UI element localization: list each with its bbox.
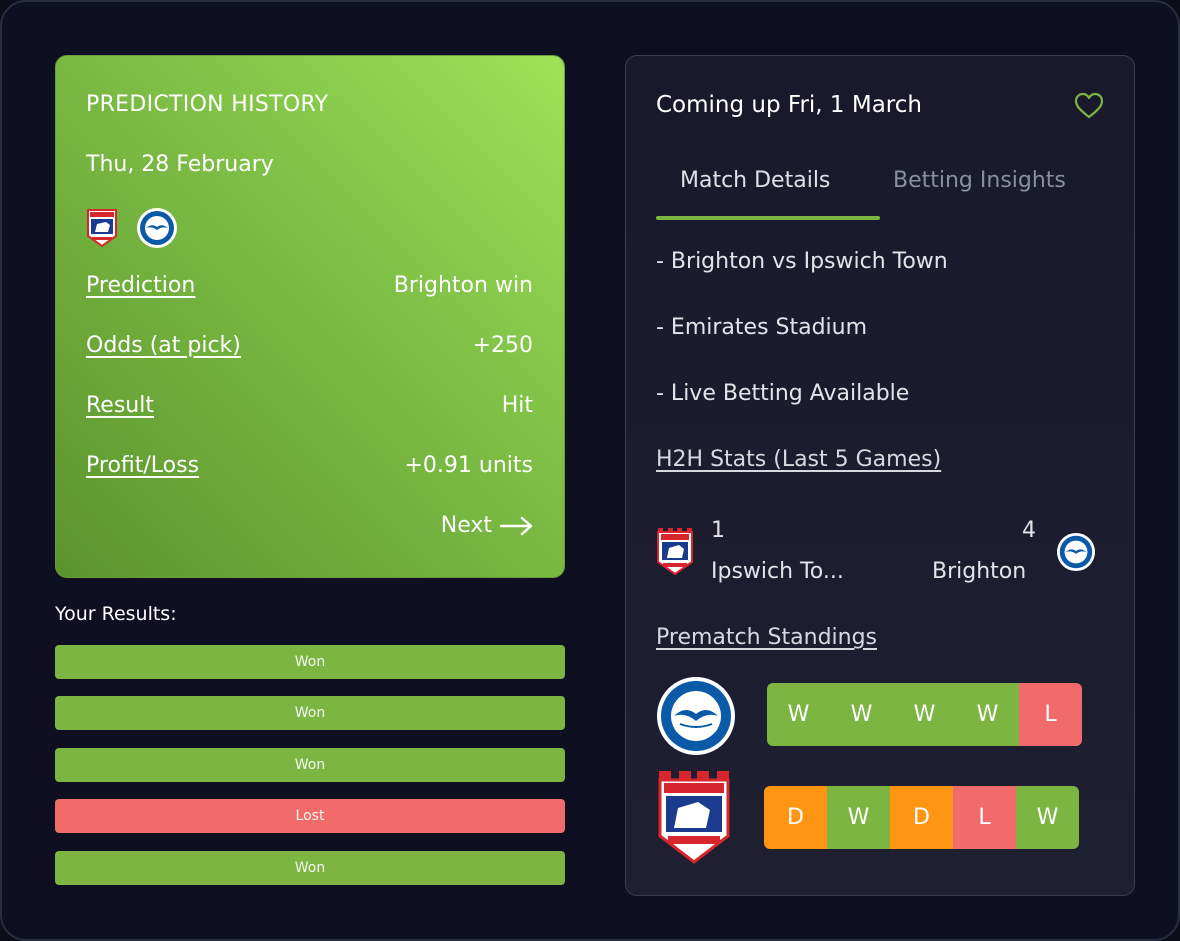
result-item[interactable]: Won: [55, 748, 565, 782]
prediction-history-title: PREDICTION HISTORY: [86, 92, 329, 117]
odds-row: Odds (at pick) +250: [86, 333, 533, 358]
result-item[interactable]: Lost: [55, 799, 565, 833]
form-result: W: [767, 683, 830, 746]
result-item[interactable]: Won: [55, 645, 565, 679]
form-result: L: [1019, 683, 1082, 746]
form-result: W: [830, 683, 893, 746]
match-detail-teams: - Brighton vs Ipswich Town: [656, 249, 948, 274]
h2h-home-name: Ipswich To...: [711, 559, 844, 584]
form-result: L: [953, 786, 1016, 849]
active-tab-indicator: [656, 216, 880, 220]
match-detail-live-betting: - Live Betting Available: [656, 381, 910, 406]
next-label: Next: [440, 513, 492, 538]
prediction-row: Prediction Brighton win: [86, 273, 533, 298]
form-result: W: [956, 683, 1019, 746]
ipswich-form-strip: D W D L W: [764, 786, 1079, 849]
profit-loss-value: +0.91 units: [404, 453, 534, 478]
result-item[interactable]: Won: [55, 851, 565, 885]
result-label[interactable]: Result: [86, 393, 154, 418]
odds-value: +250: [472, 333, 533, 358]
h2h-stats-link[interactable]: H2H Stats (Last 5 Games): [656, 447, 942, 472]
prediction-label[interactable]: Prediction: [86, 273, 196, 298]
form-result: D: [890, 786, 953, 849]
result-item[interactable]: Won: [55, 696, 565, 730]
results-title: Your Results:: [55, 603, 177, 625]
brighton-form-strip: W W W W L: [767, 683, 1082, 746]
tab-betting-insights[interactable]: Betting Insights: [893, 168, 1066, 193]
result-value: Hit: [501, 393, 533, 418]
brighton-crest-icon: [1056, 532, 1096, 572]
match-title: Coming up Fri, 1 March: [656, 92, 922, 118]
profit-loss-label[interactable]: Profit/Loss: [86, 453, 200, 478]
profit-loss-row: Profit/Loss +0.91 units: [86, 453, 533, 478]
h2h-away-score: 4: [1022, 518, 1036, 543]
match-detail-venue: - Emirates Stadium: [656, 315, 868, 340]
h2h-home-score: 1: [711, 518, 725, 543]
ipswich-crest-icon: [658, 771, 730, 864]
prematch-standings-link[interactable]: Prematch Standings: [656, 625, 878, 650]
form-result: W: [1016, 786, 1079, 849]
tab-match-details[interactable]: Match Details: [680, 168, 831, 193]
arrow-right-icon: [500, 516, 533, 535]
brighton-crest-icon: [137, 208, 177, 248]
form-result: D: [764, 786, 827, 849]
form-result: W: [893, 683, 956, 746]
brighton-crest-icon: [657, 677, 735, 755]
ipswich-crest-icon: [657, 528, 693, 576]
heart-icon[interactable]: [1074, 92, 1104, 120]
form-result: W: [827, 786, 890, 849]
ipswich-crest-icon: [87, 209, 117, 248]
prediction-value: Brighton win: [393, 273, 533, 298]
h2h-away-name: Brighton: [932, 559, 1027, 584]
prediction-date: Thu, 28 February: [86, 152, 274, 177]
next-button[interactable]: Next: [441, 513, 534, 538]
prediction-history-card: PREDICTION HISTORY Thu, 28 February Pred…: [55, 55, 565, 578]
upcoming-match-card: Coming up Fri, 1 March Match Details Bet…: [625, 55, 1135, 896]
match-crests: [86, 207, 178, 249]
odds-label[interactable]: Odds (at pick): [86, 333, 241, 358]
result-row: Result Hit: [86, 393, 533, 418]
